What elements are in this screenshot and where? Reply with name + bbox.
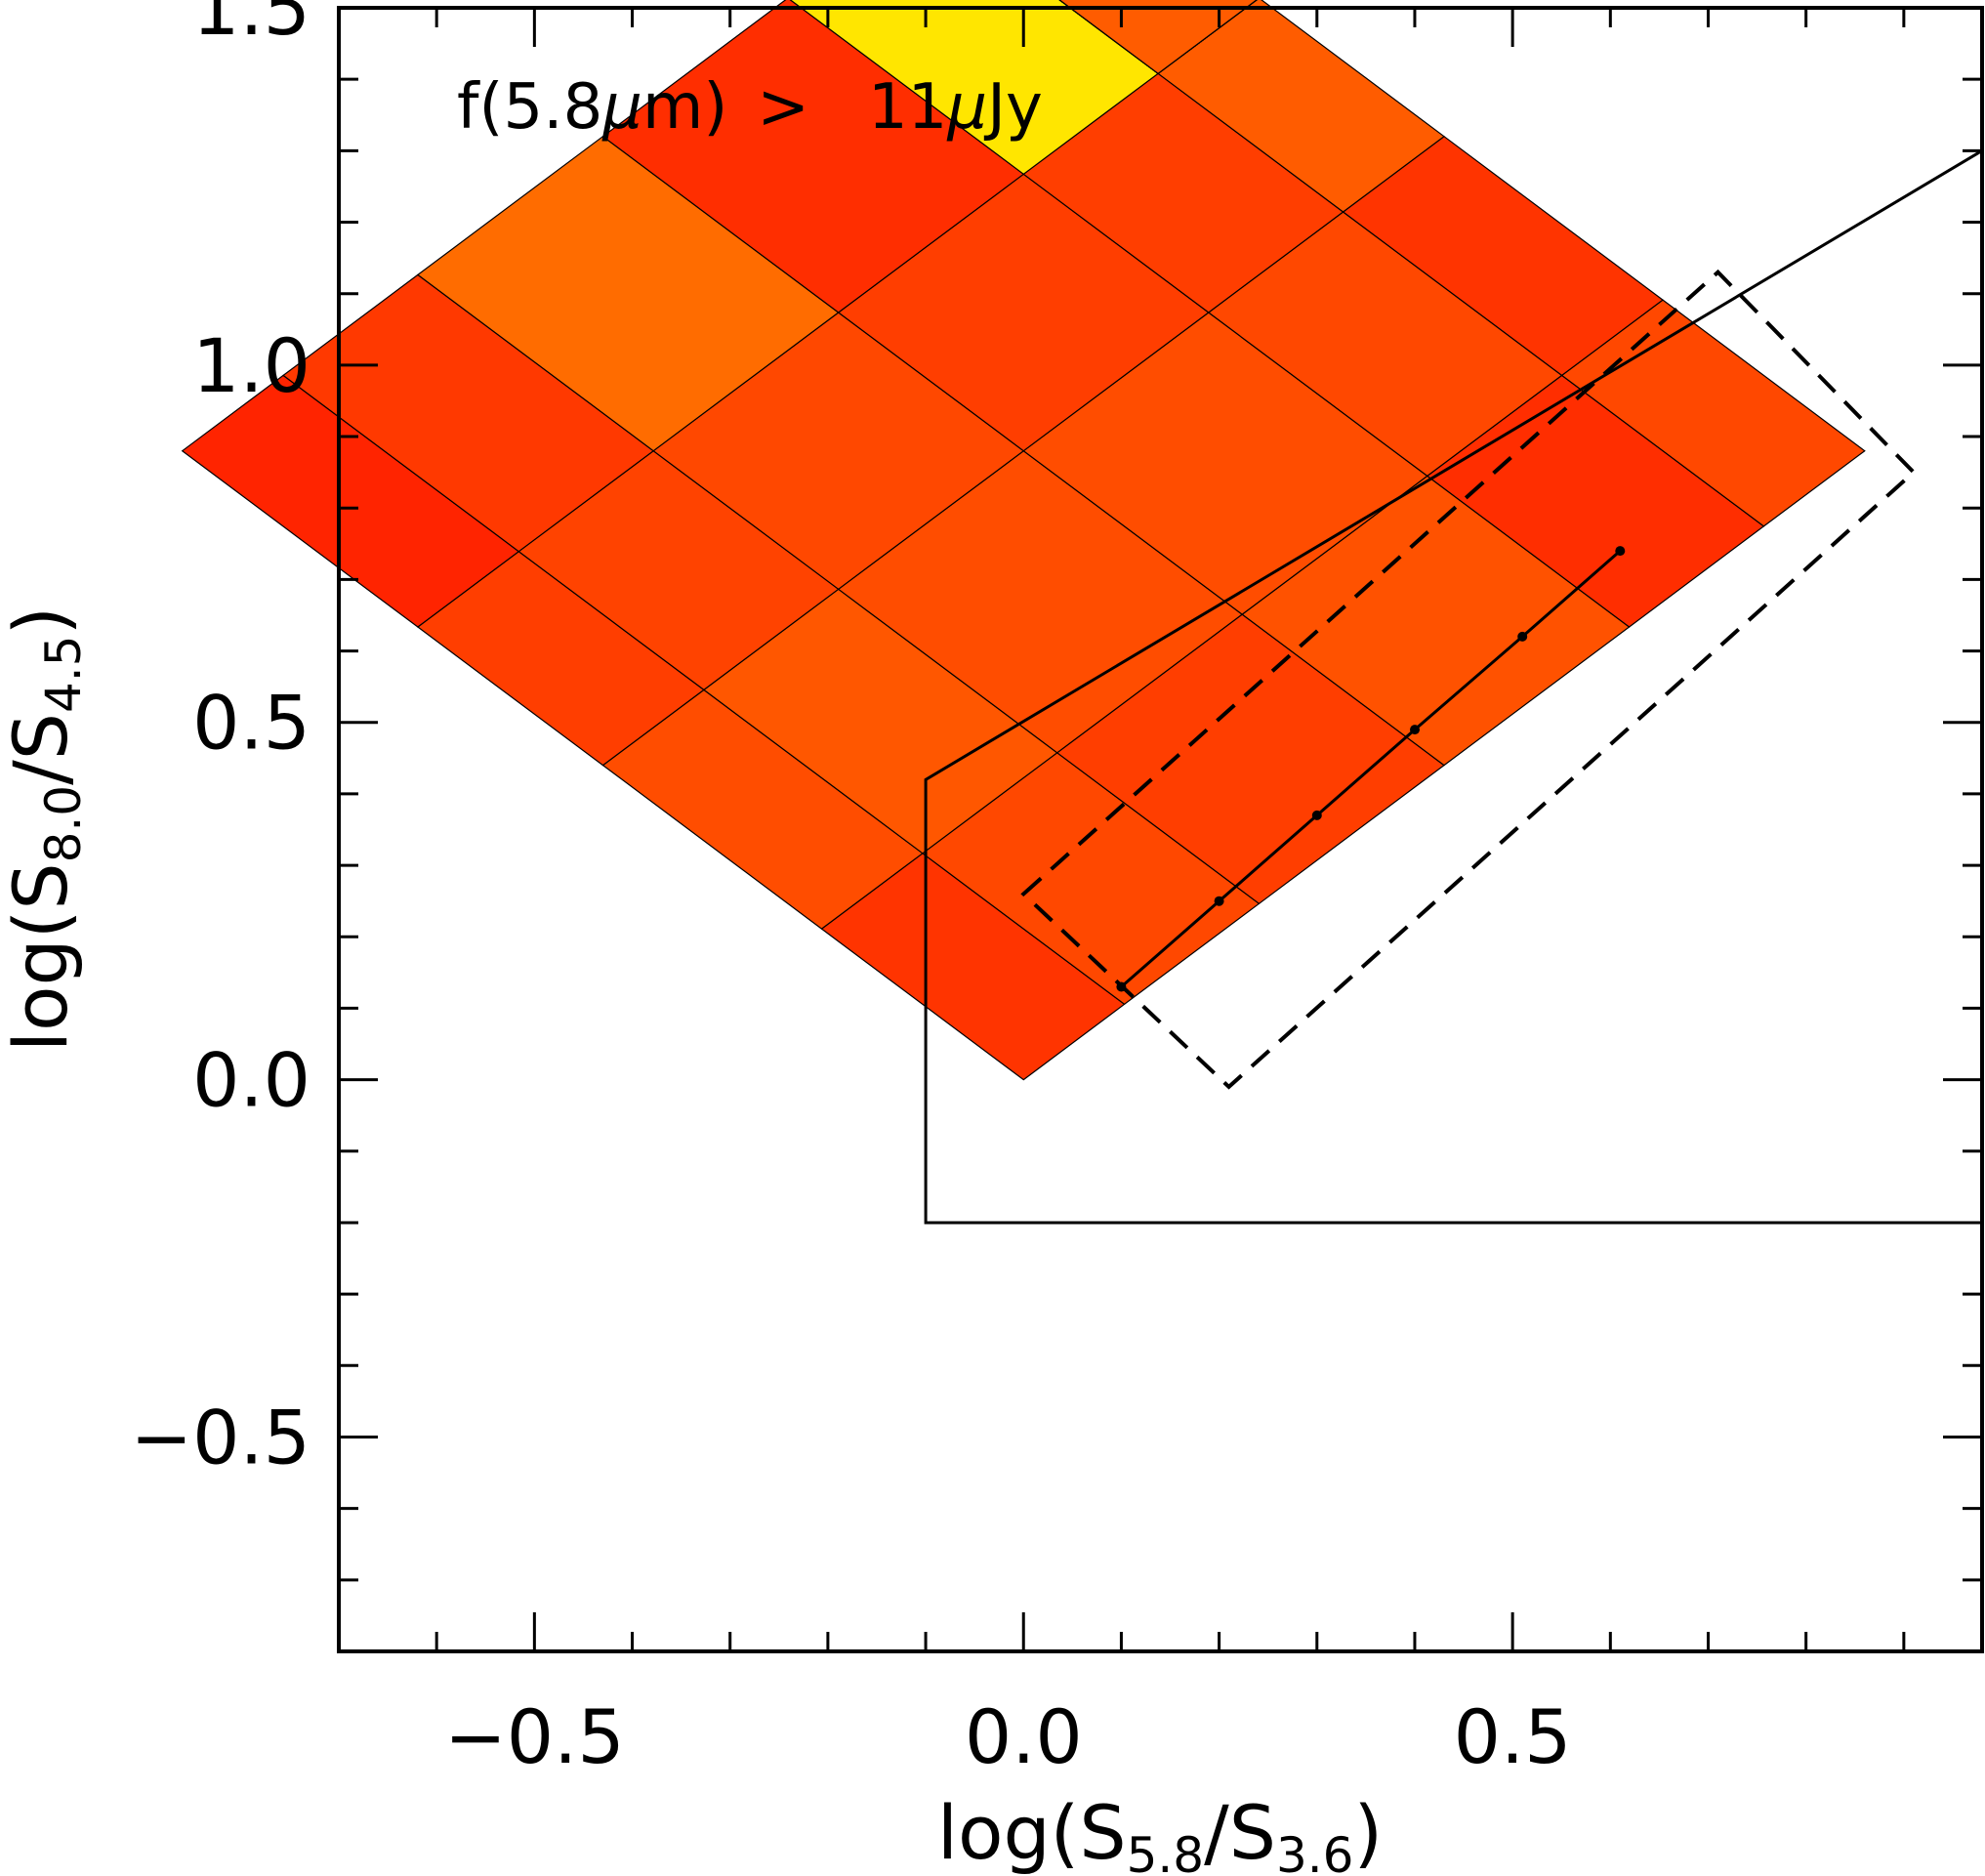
power-law-track-point <box>1517 631 1528 642</box>
agn-wedge-solid <box>924 149 1983 1225</box>
y-axis-title-slash: /S <box>0 713 84 785</box>
y-tick-label: 1.0 <box>192 322 310 409</box>
annotation-part-1: f(5.8 <box>457 71 602 144</box>
y-tick-label: 1.5 <box>192 0 310 52</box>
power-law-track-point <box>1116 981 1127 992</box>
y-tick-label: −0.5 <box>130 1395 310 1481</box>
annotation-part-2: m) <box>642 71 727 144</box>
y-tick-label: 0.0 <box>192 1037 310 1124</box>
plot-frame <box>337 6 1984 1653</box>
x-tick-label: 0.5 <box>1454 1693 1572 1780</box>
density-cell <box>1058 0 1258 75</box>
density-cell <box>601 0 1025 313</box>
x-axis-title-prefix: log(S <box>937 1789 1127 1876</box>
annotation-gt: > <box>757 71 809 144</box>
x-axis-title-sub1: 5.8 <box>1127 1827 1205 1876</box>
y-axis-title-sub1: 8.0 <box>35 785 92 863</box>
y-axis-title-prefix: log(S <box>0 862 84 1052</box>
power-law-track-point <box>1311 810 1322 820</box>
power-law-track-point <box>1410 725 1420 735</box>
x-axis-title: log(S5.8/S3.6) <box>937 1789 1383 1876</box>
x-tick-label: 0.0 <box>965 1693 1083 1780</box>
axis-ticks: −0.5 0.0 0.5 −0.5 0.0 0.5 1.0 1.5 <box>130 0 1982 1780</box>
y-axis-title-sub2: 4.5 <box>35 635 92 713</box>
power-law-track-point <box>1615 546 1626 557</box>
density-cell <box>789 0 1160 176</box>
power-law-track-point <box>1214 896 1224 906</box>
density-cells <box>181 0 1866 1081</box>
x-tick-label: −0.5 <box>444 1693 625 1780</box>
annotation-text: f(5.8μm) >11μJy <box>457 71 1043 144</box>
density-cell <box>1157 0 1446 213</box>
annotation-mu-2: μ <box>946 71 987 144</box>
annotation-value: 11 <box>868 71 947 144</box>
x-axis-title-sub2: 3.6 <box>1276 1827 1354 1876</box>
annotation-mu-1: μ <box>601 71 642 144</box>
x-axis-title-suffix: ) <box>1354 1789 1384 1876</box>
power-law-track-line <box>1120 549 1622 988</box>
y-axis-title-suffix: ) <box>0 606 84 636</box>
y-axis-title: log(S8.0/S4.5) <box>0 606 92 1052</box>
x-axis-title-slash: /S <box>1204 1789 1276 1876</box>
y-tick-label: 0.5 <box>192 680 310 767</box>
annotation-unit: Jy <box>983 71 1043 144</box>
selection-regions <box>924 149 1983 1225</box>
power-law-track <box>1116 546 1626 992</box>
